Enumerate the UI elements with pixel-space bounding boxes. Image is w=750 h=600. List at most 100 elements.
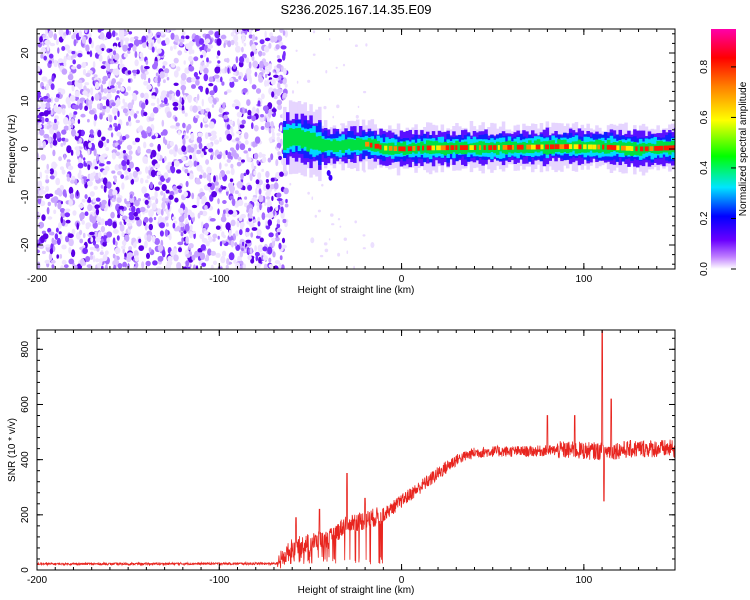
noise-blob [68,247,72,254]
noise-blob [164,229,168,237]
signal-band-4 [306,131,310,152]
noise-blob [104,264,108,269]
noise-blob [71,228,76,235]
noise-blob [173,160,180,167]
noise-blob [68,186,74,195]
noise-blob [51,264,55,269]
noise-blob [79,238,84,244]
noise-blob [99,258,103,266]
noise-blob [188,50,193,55]
noise-blob [105,147,110,151]
noise-blob [92,172,96,176]
noise-blob [87,164,91,171]
noise-blob [79,212,85,220]
noise-blob [233,259,237,264]
noise-blob [225,170,231,175]
noise-speckle [339,225,342,228]
noise-blob [245,239,252,244]
noise-blob [124,201,131,205]
noise-blob [118,155,122,159]
noise-blob [128,121,132,127]
spectrogram-ytick-label: -20 [20,237,31,252]
signal-peak [445,145,450,151]
noise-blob [185,35,190,40]
noise-blob [90,216,96,224]
noise-blob [284,203,289,208]
noise-blob [219,224,223,232]
noise-blob [282,53,286,61]
noise-blob [268,264,273,268]
noise-blob [204,112,208,117]
signal-peak [564,144,570,149]
noise-blob [270,78,276,86]
noise-blob [177,188,183,194]
signal-peak [469,145,474,150]
signal-band-4 [309,132,313,149]
noise-blob [99,32,105,40]
noise-blob [125,38,128,47]
noise-blob [204,124,209,128]
noise-blob [209,90,215,96]
noise-blob [78,102,83,111]
colorbar-tick-label: 0.8 [699,60,710,74]
signal-peak [478,145,482,150]
noise-blob [221,81,225,86]
noise-blob [258,194,264,203]
noise-blob [78,169,82,176]
signal-band-4 [356,137,360,150]
noise-blob [132,44,137,52]
noise-blob [87,32,92,39]
noise-blob [216,154,222,160]
noise-blob [85,72,91,77]
noise-blob [222,151,226,160]
noise-blob [90,133,94,138]
noise-blob [251,122,254,130]
noise-blob [161,201,166,210]
noise-blob [184,206,188,215]
noise-blob [50,110,54,116]
noise-blob [221,250,227,257]
noise-blob [173,82,179,87]
noise-blob [117,170,122,176]
noise-blob [205,107,210,112]
noise-blob [244,202,248,208]
noise-blob [244,75,247,81]
noise-blob [88,109,95,115]
noise-blob [116,197,122,203]
noise-blob [185,236,189,244]
noise-blob [43,55,47,61]
noise-blob [231,103,236,108]
noise-blob [282,30,286,36]
noise-blob [208,148,214,153]
colorbar-tick-label: 0.2 [699,211,710,225]
signal-peak [526,144,532,150]
noise-blob [172,185,178,191]
noise-blob [127,252,134,258]
noise-blob [226,89,232,93]
signal-blob [310,237,315,244]
noise-blob [213,156,217,160]
noise-blob [258,50,263,57]
noise-blob [150,102,156,106]
noise-blob [208,121,215,129]
noise-speckle [332,115,335,119]
noise-blob [240,213,247,219]
noise-blob [176,66,181,72]
noise-blob [278,242,282,250]
noise-blob [117,83,121,89]
noise-blob [206,142,212,149]
noise-blob [212,238,216,242]
noise-blob [50,231,55,236]
noise-blob [203,238,207,243]
noise-blob [100,65,106,70]
noise-blob [216,38,222,46]
noise-blob [210,264,214,269]
spectrogram-ytick-label: -10 [20,189,31,204]
noise-blob [193,56,199,62]
noise-blob [235,262,241,269]
snr-xtick-label: 0 [399,575,405,586]
noise-blob [49,142,53,149]
signal-band-4 [341,140,345,153]
noise-blob [219,106,223,114]
noise-blob [203,116,208,122]
